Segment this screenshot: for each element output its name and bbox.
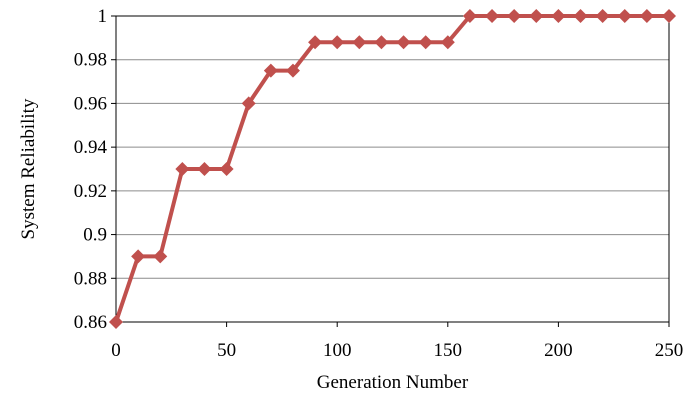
data-point-marker (617, 9, 632, 23)
plot-area-border (115, 15, 670, 323)
data-point-marker (352, 35, 367, 50)
x-tick-label: 250 (655, 340, 684, 361)
x-axis-title: Generation Number (317, 372, 469, 393)
data-point-marker (396, 35, 411, 50)
x-axis-ticks: 0 50 100 150 200 250 (111, 322, 683, 361)
data-point-marker (109, 315, 123, 329)
data-point-marker (440, 35, 455, 50)
y-axis-ticks: 0.86 0.88 0.9 0.92 0.94 0.96 0.98 1 (74, 6, 116, 333)
data-point-marker (462, 9, 477, 23)
series-layer (109, 9, 676, 329)
y-tick-label: 0.92 (74, 181, 107, 202)
data-point-marker (308, 35, 323, 50)
y-tick-label: 0.98 (74, 50, 107, 71)
y-axis-title: System Reliability (18, 98, 39, 239)
y-tick-label: 1 (98, 6, 108, 27)
data-point-marker (197, 162, 212, 176)
data-point-marker (485, 9, 500, 23)
data-point-marker (330, 35, 345, 50)
data-point-marker (131, 249, 146, 264)
data-point-marker (595, 9, 610, 23)
x-tick-label: 150 (434, 340, 463, 361)
data-point-marker (219, 162, 234, 176)
data-point-marker (662, 9, 676, 23)
x-tick-label: 0 (111, 340, 121, 361)
gridlines (116, 15, 669, 323)
data-point-marker (285, 63, 300, 78)
data-point-marker (507, 9, 522, 23)
y-tick-label: 0.94 (74, 137, 108, 158)
x-tick-label: 50 (217, 340, 236, 361)
y-tick-label: 0.9 (83, 225, 107, 246)
data-point-marker (263, 63, 278, 78)
y-tick-label: 0.96 (74, 93, 107, 114)
data-point-marker (175, 162, 190, 176)
data-point-marker (374, 35, 389, 50)
data-point-marker (639, 9, 654, 23)
y-tick-label: 0.88 (74, 268, 107, 289)
data-point-marker (573, 9, 588, 23)
x-tick-label: 100 (323, 340, 352, 361)
data-point-marker (153, 249, 168, 264)
data-point-marker (551, 9, 566, 23)
y-tick-label: 0.86 (74, 312, 107, 333)
data-point-marker (418, 35, 433, 50)
data-point-marker (529, 9, 544, 23)
x-tick-label: 200 (544, 340, 573, 361)
data-point-marker (241, 96, 256, 111)
